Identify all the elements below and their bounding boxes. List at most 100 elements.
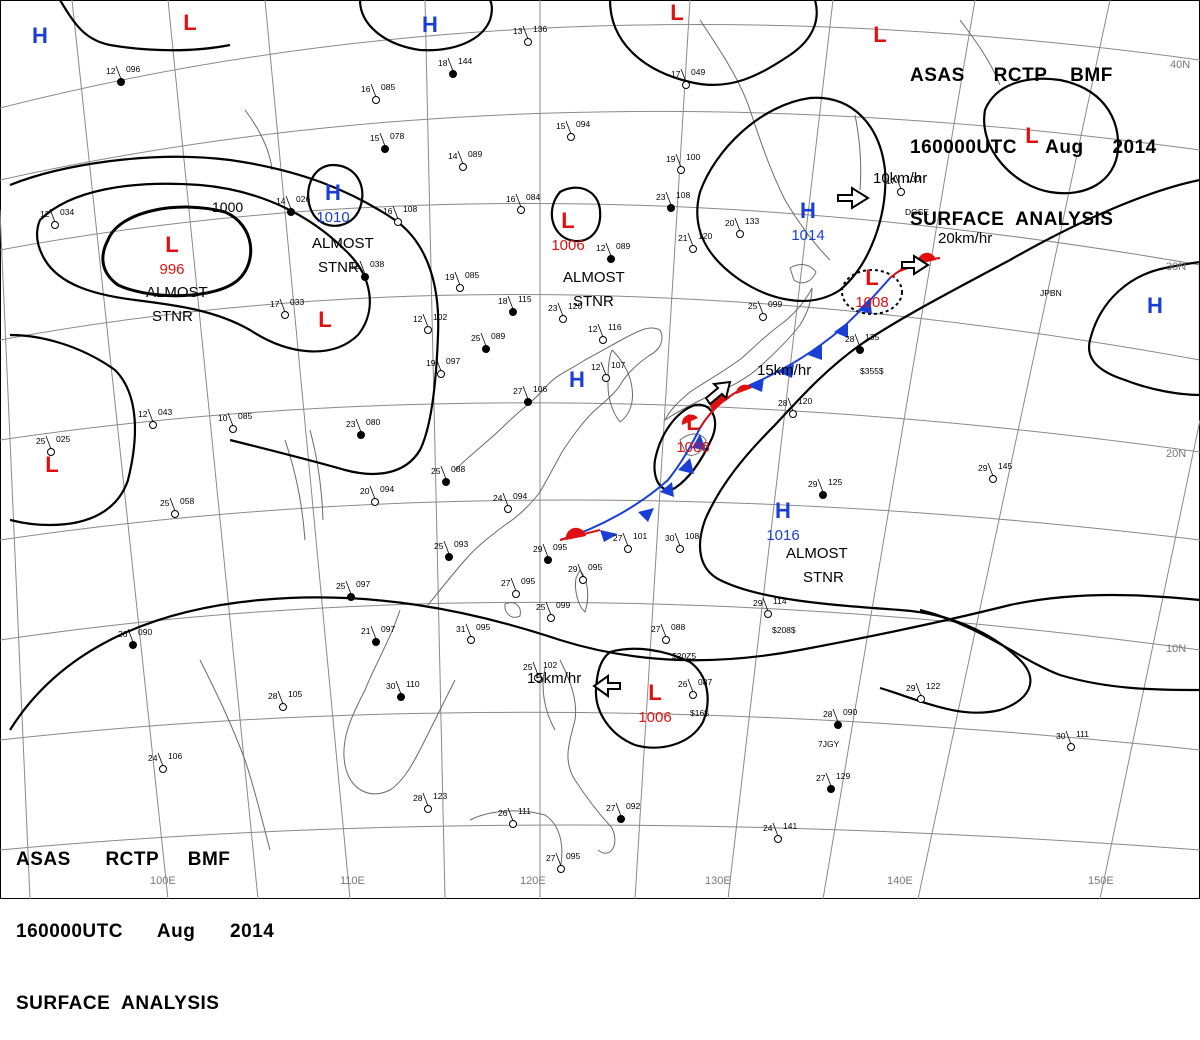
station-circle: [394, 218, 402, 226]
latitude-label: 10N: [1166, 643, 1186, 655]
station-pressure: 085: [238, 411, 252, 421]
station-plot: 28 123: [413, 791, 447, 813]
meridian-minor-c: [634, 0, 691, 899]
station-temp: 12: [40, 209, 50, 219]
station-code: $20Z5: [672, 651, 696, 661]
station-plot: 12 116: [588, 322, 622, 344]
station-plot: 25 102: [523, 660, 557, 682]
station-temp: 26: [118, 629, 128, 639]
station-pressure: 125: [828, 477, 842, 487]
header-top-line3: SURFACE ANALYSIS: [910, 209, 1114, 230]
dotted-ellipse: [841, 269, 903, 315]
station-circle: [544, 556, 552, 564]
station-circle: [159, 765, 167, 773]
station-temp: 23: [346, 419, 356, 429]
coast-kyushu: [679, 433, 707, 456]
coast-russia-e: [699, 19, 831, 261]
station-temp: 25: [160, 498, 170, 508]
station-pressure: 094: [513, 491, 527, 501]
arrow-ne-front: [704, 380, 732, 406]
station-pressure: 096: [126, 64, 140, 74]
station-plot: 12 102: [413, 312, 447, 334]
station-temp: 12: [588, 324, 598, 334]
station-temp: 12: [138, 409, 148, 419]
station-temp: 24: [763, 823, 773, 833]
station-circle: [834, 721, 842, 729]
header-bottom-line1: ASAS RCTP BMF: [16, 849, 231, 870]
parallel-35n: [0, 110, 1200, 181]
station-plot: 24 106: [148, 751, 182, 773]
station-circle: [624, 545, 632, 553]
longitude-label: 100E: [150, 875, 176, 887]
station-temp: 25: [336, 581, 346, 591]
central-pressure-value: 1008: [855, 294, 888, 311]
station-plot: 20 094: [360, 484, 394, 506]
wind-barb: [660, 623, 667, 638]
station-plot: 17 033: [270, 297, 304, 319]
parallel-40n: [0, 23, 1200, 109]
wind-barb: [502, 492, 509, 507]
station-plot: 26 111: [498, 806, 531, 828]
wind-barb: [600, 361, 607, 376]
station-plot: 25 097: [336, 579, 370, 601]
coast-korea: [607, 349, 633, 423]
station-plot: 27 092: [606, 801, 640, 823]
wind-barb: [127, 628, 134, 643]
high-pressure-marker: H: [569, 367, 585, 392]
station-plot: 28 090: [823, 707, 857, 729]
meridian-110e: [264, 0, 351, 899]
station-plot: 25 089: [471, 331, 505, 353]
wind-barb: [762, 597, 769, 612]
station-circle: [819, 491, 827, 499]
station-pressure: 097: [356, 579, 370, 589]
station-plot: 13 136: [513, 24, 547, 46]
low-pressure-marker: L: [686, 410, 699, 435]
station-pressure: 097: [446, 356, 460, 366]
wind-barb: [370, 625, 377, 640]
station-plot: 14 089: [448, 149, 482, 171]
station-pressure: 088: [671, 622, 685, 632]
motion-labels: 10km/hr 20km/hr 15km/hr 15km/hr: [527, 170, 992, 687]
station-circle: [51, 221, 59, 229]
wind-barb: [440, 465, 447, 480]
station-plots: 12 096 13 136 16 085 18 144 17 049 15 094 15 078 14 089…: [36, 24, 1089, 873]
latitude-label: 40N: [1170, 59, 1190, 71]
meridian-150e: [1099, 419, 1200, 899]
station-temp: 31: [456, 624, 466, 634]
station-pressure: 087: [698, 677, 712, 687]
station-temp: 17: [270, 299, 280, 309]
station-temp: 23: [548, 303, 558, 313]
station-pressure: 089: [468, 149, 482, 159]
station-temp: 30: [665, 533, 675, 543]
station-circle: [1067, 743, 1075, 751]
station-temp: 30: [1056, 731, 1066, 741]
wind-barb: [115, 65, 122, 80]
station-pressure: 097: [381, 624, 395, 634]
wind-barb: [422, 792, 429, 807]
station-circle: [682, 81, 690, 89]
cold-front-triangle: [678, 458, 694, 474]
station-pressure: 101: [633, 531, 647, 541]
station-plot: 12 043: [138, 407, 172, 429]
station-plot: 29 125: [808, 477, 842, 499]
coast-hokkaido: [789, 264, 817, 284]
low-pressure-marker: L: [183, 10, 196, 35]
station-temp: 25: [471, 333, 481, 343]
low-pressure-marker: L: [873, 22, 886, 47]
meridian-90e: [0, 209, 31, 899]
station-temp: 18: [438, 58, 448, 68]
station-circle: [449, 70, 457, 78]
annotation-label: STNR: [318, 259, 359, 276]
header-bottom: ASAS RCTP BMF 160000UTC Aug 2014 SURFACE…: [16, 800, 274, 1040]
station-circle: [677, 166, 685, 174]
wind-barb: [675, 153, 682, 168]
station-circle: [456, 284, 464, 292]
station-pressure: 089: [616, 241, 630, 251]
station-code: DGSE: [905, 207, 929, 217]
station-pressure: 038: [370, 259, 384, 269]
station-code: JPBN: [1040, 288, 1062, 298]
wind-barb: [157, 752, 164, 767]
wind-barb: [49, 208, 56, 223]
station-temp: 23: [656, 192, 666, 202]
station-pressure: 115: [518, 294, 532, 304]
